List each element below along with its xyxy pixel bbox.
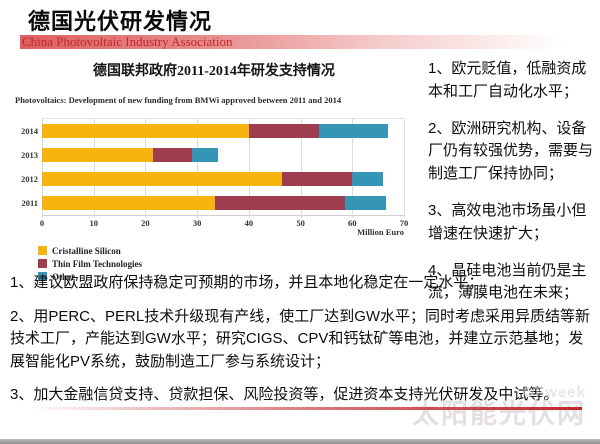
x-tick-label: 20 — [141, 218, 150, 228]
y-axis-label: 2014 — [21, 126, 38, 136]
gridline — [300, 119, 302, 218]
bar-segment-thin-film-technologies — [215, 196, 345, 210]
x-tick-label: 60 — [348, 218, 357, 228]
bar-segment-other — [191, 148, 218, 162]
x-tick-label: 0 — [39, 218, 45, 228]
legend-label: Other — [52, 271, 75, 282]
gridline — [145, 119, 147, 218]
right-note: 3、高效电池市场虽小但增速在快速扩大； — [428, 201, 587, 242]
bar-row-2013: 2013 — [21, 143, 404, 167]
watermark: OFweek 太阳能光伏网 — [412, 384, 586, 428]
y-axis-label: 2012 — [21, 174, 38, 184]
bar-segment-thin-film-technologies — [153, 148, 192, 162]
y-axis-label: 2013 — [21, 150, 38, 160]
plot-area: 2014 2013 2012 2011 — [21, 118, 405, 218]
bottom-gray-bar — [0, 439, 600, 444]
legend-swatch — [38, 272, 47, 281]
bar-row-2014: 2014 — [21, 119, 404, 143]
bar-segment-thin-film-technologies — [282, 172, 353, 186]
chart-block: 德国联邦政府2011-2014年研发支持情况 Photovoltaics: De… — [10, 54, 418, 282]
chart-title: 德国联邦政府2011-2014年研发支持情况 — [93, 64, 335, 79]
stacked-bar — [42, 196, 404, 210]
page-title: 德国光伏研发情况 — [28, 9, 213, 34]
x-tick-label: 40 — [244, 218, 254, 228]
stacked-bar — [42, 172, 404, 186]
bar-segment-thin-film-technologies — [248, 124, 319, 138]
right-notes: 1、欧元贬值，低融资成本和工厂自动化水平； 2、欧洲研究机构、设备厂仍有较强优势，… — [428, 58, 598, 319]
x-axis-ticks: 0 10 20 30 40 50 60 70 — [39, 216, 408, 228]
bottom-note: 2、用PERC、PERL技术升级现有产线，使工厂达到GW水平；同时考虑采用异质结… — [10, 307, 591, 370]
stacked-bar — [42, 124, 404, 138]
gridline — [197, 119, 199, 218]
association-banner-label: China Photovoltaic Industry Association — [22, 34, 233, 49]
bar-segment-cristalline-silicon — [42, 124, 249, 138]
bottom-note: 3、加大金融信贷支持、贷款担保、风险投资等，促进资本支持光伏研发及中试等。 — [10, 386, 559, 403]
y-axis-label: 2011 — [21, 198, 38, 208]
watermark-brand: OFweek — [522, 384, 586, 401]
bar-segment-other — [352, 172, 384, 186]
bottom-note: 1、建议欧盟政府保持稳定可预期的市场，并且本地化稳定在一定水平； — [10, 274, 484, 291]
gridline — [93, 119, 95, 218]
watermark-text: 太阳能光伏网 — [412, 399, 586, 429]
gridline — [42, 119, 43, 218]
bar-segment-cristalline-silicon — [42, 172, 283, 186]
gridline — [404, 119, 405, 218]
bar-row-2012: 2012 — [21, 167, 404, 191]
legend-item: Cristalline Silicon — [38, 244, 418, 257]
legend-item: Other — [38, 270, 418, 283]
x-tick-label: 10 — [89, 218, 98, 228]
bar-segment-other — [344, 196, 386, 210]
bar-segment-other — [318, 124, 389, 138]
legend-swatch — [38, 259, 47, 268]
legend-item: Thin Film Technologies — [38, 257, 418, 270]
bar-segment-cristalline-silicon — [42, 196, 216, 210]
x-tick-label: 50 — [296, 218, 305, 228]
legend-label: Cristalline Silicon — [52, 245, 121, 256]
gridline — [248, 119, 250, 218]
gridline — [352, 119, 354, 218]
legend-swatch — [38, 246, 47, 255]
association-banner: China Photovoltaic Industry Association — [20, 35, 586, 49]
stacked-bar — [42, 148, 404, 162]
chart-legend: Cristalline Silicon Thin Film Technologie… — [38, 244, 418, 283]
right-note: 4、晶硅电池当前仍是主流，薄膜电池在未来； — [428, 261, 587, 302]
right-note: 1、欧元贬值，低融资成本和工厂自动化水平； — [428, 60, 587, 100]
bottom-notes: 1、建议欧盟政府保持稳定可预期的市场，并且本地化稳定在一定水平； 2、用PERC、… — [10, 272, 592, 418]
right-note: 2、欧洲研究机构、设备厂仍有较强优势，需要与制造工厂保持协同； — [428, 119, 594, 183]
chart-subtitle: Photovoltaics: Development of new fundin… — [15, 95, 342, 105]
legend-label: Thin Film Technologies — [52, 258, 143, 269]
red-divider-line — [30, 407, 582, 410]
x-axis-label: Million Euro — [357, 227, 404, 237]
bar-segment-cristalline-silicon — [42, 148, 154, 162]
x-tick-label: 30 — [192, 218, 202, 228]
x-tick-label: 70 — [399, 218, 409, 228]
bar-row-2011: 2011 — [21, 191, 404, 215]
